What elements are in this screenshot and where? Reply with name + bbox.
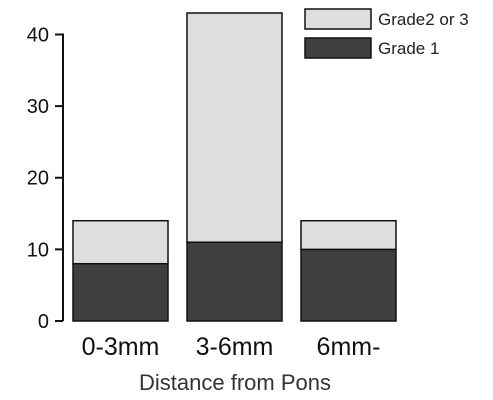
legend-label-0: Grade2 or 3 bbox=[378, 10, 469, 29]
x-axis: 0-3mm 3-6mm 6mm- bbox=[82, 333, 381, 361]
bars-group bbox=[72, 12, 397, 322]
x-axis-title: Distance from Pons bbox=[139, 370, 331, 395]
bar-3-6mm-series-1 bbox=[186, 12, 283, 243]
legend-swatch-0 bbox=[304, 8, 372, 30]
bar-6mm--series-1 bbox=[300, 219, 397, 251]
category-label-0-3mm: 0-3mm bbox=[82, 333, 160, 361]
y-tick-label-0: 0 bbox=[38, 311, 49, 333]
bar-6mm--series-0 bbox=[300, 248, 397, 322]
bar-0-3mm-series-1 bbox=[72, 219, 169, 265]
category-label-3-6mm: 3-6mm bbox=[196, 333, 274, 361]
legend-swatch-1 bbox=[304, 37, 372, 59]
y-tick-label-30: 30 bbox=[27, 96, 49, 118]
y-axis: 0 10 20 30 40 bbox=[27, 24, 64, 333]
y-tick-label-20: 20 bbox=[27, 168, 49, 190]
legend-label-1: Grade 1 bbox=[378, 39, 439, 58]
y-tick-label-40: 40 bbox=[27, 24, 49, 46]
legend: Grade2 or 3 Grade 1 bbox=[304, 8, 469, 59]
bar-3-6mm-series-0 bbox=[186, 241, 283, 322]
bar-0-3mm-series-0 bbox=[72, 262, 169, 322]
y-tick-label-10: 10 bbox=[27, 239, 49, 261]
category-label-6mm-: 6mm- bbox=[317, 333, 381, 361]
